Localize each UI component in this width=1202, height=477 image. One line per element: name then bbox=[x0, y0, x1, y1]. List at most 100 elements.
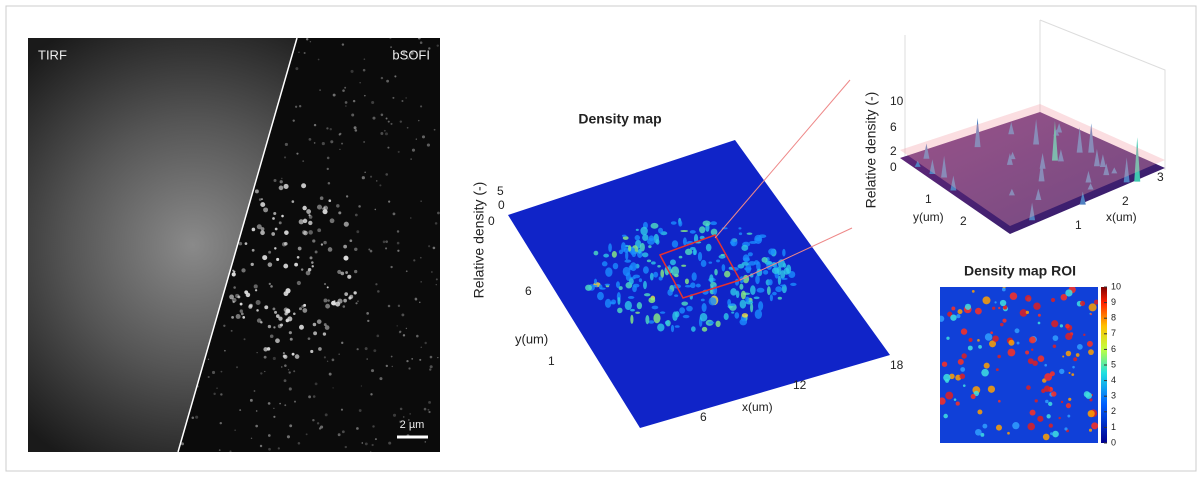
speckle bbox=[392, 212, 396, 216]
speckle bbox=[382, 240, 386, 244]
blob bbox=[721, 264, 726, 272]
speckle bbox=[233, 286, 236, 289]
speckle bbox=[434, 222, 438, 225]
zoom-line bbox=[714, 79, 851, 239]
speckle bbox=[353, 291, 357, 295]
speckle bbox=[352, 99, 356, 103]
speckle bbox=[337, 269, 342, 275]
blob bbox=[741, 261, 750, 266]
speckle bbox=[348, 296, 352, 300]
speckle bbox=[340, 271, 345, 276]
speckle bbox=[236, 366, 238, 369]
speckle bbox=[302, 160, 305, 163]
blob bbox=[731, 311, 735, 314]
hotspot bbox=[977, 339, 980, 342]
speckle bbox=[420, 105, 423, 108]
blob bbox=[605, 267, 613, 277]
blob bbox=[754, 309, 763, 320]
hotspot bbox=[1027, 422, 1036, 431]
blob bbox=[730, 288, 737, 296]
speckle bbox=[415, 138, 417, 140]
hotspot bbox=[956, 314, 961, 319]
hotspot bbox=[1007, 348, 1016, 357]
speckle bbox=[359, 82, 361, 84]
speckle bbox=[380, 132, 384, 135]
speckle bbox=[418, 119, 420, 122]
speckle bbox=[370, 369, 375, 373]
blob bbox=[710, 228, 718, 236]
speckle bbox=[294, 354, 300, 359]
hotspot bbox=[983, 362, 990, 369]
speckle bbox=[297, 441, 301, 445]
speckle bbox=[317, 58, 320, 61]
speckle bbox=[326, 360, 329, 362]
speckle bbox=[274, 247, 277, 250]
blob bbox=[617, 296, 621, 305]
blob bbox=[657, 264, 661, 268]
speckle bbox=[269, 334, 274, 339]
blob bbox=[708, 261, 713, 264]
speckle bbox=[341, 43, 345, 46]
speckle bbox=[428, 47, 431, 50]
blob bbox=[664, 266, 670, 276]
scale-label: 2 µm bbox=[400, 419, 425, 431]
tick: 6 bbox=[525, 284, 532, 298]
frame bbox=[5, 5, 1197, 472]
hotspot bbox=[982, 423, 988, 429]
speckle bbox=[295, 67, 299, 71]
speckle bbox=[321, 207, 324, 210]
speckle bbox=[327, 247, 333, 252]
speckle bbox=[211, 370, 216, 375]
blob bbox=[769, 294, 773, 302]
hotspot bbox=[1024, 294, 1032, 302]
speckle bbox=[303, 303, 307, 307]
hotspot bbox=[995, 368, 999, 372]
speckle bbox=[295, 105, 298, 108]
peak bbox=[1088, 123, 1095, 153]
speckle bbox=[385, 364, 389, 368]
hotspot bbox=[943, 373, 951, 382]
blob bbox=[642, 234, 649, 241]
hotspot bbox=[943, 413, 948, 419]
blob bbox=[625, 250, 629, 261]
blob bbox=[755, 237, 762, 242]
hotspot bbox=[1050, 297, 1056, 303]
blob bbox=[628, 278, 634, 285]
speckle bbox=[254, 289, 258, 292]
blob bbox=[637, 248, 642, 254]
speckle bbox=[273, 211, 277, 216]
speckle bbox=[298, 51, 300, 53]
speckle bbox=[296, 255, 300, 259]
speckle bbox=[327, 181, 331, 185]
hotspot bbox=[964, 303, 972, 310]
blob bbox=[671, 266, 680, 277]
speckle bbox=[389, 38, 392, 40]
speckle bbox=[278, 221, 282, 225]
speckle bbox=[429, 355, 433, 359]
speckle bbox=[345, 271, 349, 274]
speckle bbox=[267, 262, 273, 267]
speckle bbox=[357, 300, 359, 303]
speckle bbox=[263, 347, 268, 352]
speckle bbox=[253, 284, 258, 289]
blob bbox=[681, 301, 689, 306]
blob bbox=[618, 286, 623, 291]
speckle bbox=[273, 407, 275, 409]
speckle bbox=[309, 256, 313, 260]
speckle bbox=[396, 241, 400, 245]
blob bbox=[755, 274, 760, 285]
speckle bbox=[330, 140, 334, 144]
blob bbox=[716, 259, 721, 263]
speckle bbox=[242, 316, 246, 319]
speckle bbox=[283, 156, 287, 159]
hotspot bbox=[1060, 293, 1068, 301]
blob bbox=[693, 248, 697, 256]
colorbar-label: 2 bbox=[1111, 406, 1116, 416]
speckle bbox=[416, 334, 419, 338]
speckle bbox=[298, 219, 304, 225]
speckle bbox=[343, 221, 349, 227]
speckle bbox=[319, 196, 324, 200]
hotspot bbox=[1048, 423, 1053, 428]
speckle bbox=[392, 413, 397, 417]
colorbar-label: 0 bbox=[1111, 437, 1116, 447]
